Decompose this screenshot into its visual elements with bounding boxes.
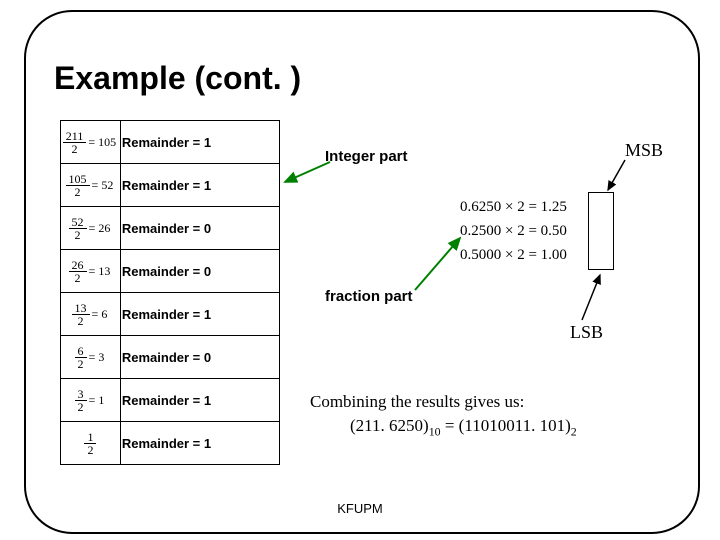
fraction-cell: 12 (61, 422, 121, 465)
remainder-cell: Remainder = 1 (120, 422, 279, 465)
fraction-cell: 32= 1 (61, 379, 121, 422)
combine-line2: (211. 6250)10 = (11010011. 101)2 (310, 414, 577, 440)
table-row: 62= 3Remainder = 0 (61, 336, 280, 379)
fraction-cell: 132= 6 (61, 293, 121, 336)
remainder-cell: Remainder = 0 (120, 250, 279, 293)
footer-text: KFUPM (0, 501, 720, 516)
remainder-cell: Remainder = 0 (120, 207, 279, 250)
fraction-cell: 1052= 52 (61, 164, 121, 207)
lsb-label: LSB (570, 322, 603, 343)
remainder-cell: Remainder = 1 (120, 121, 279, 164)
fraction-cell: 2112= 105 (61, 121, 121, 164)
msb-label: MSB (625, 140, 663, 161)
remainder-cell: Remainder = 1 (120, 293, 279, 336)
fraction-multiply-row: 0.5000 × 2 = 1.00 (460, 243, 567, 267)
table-row: 32= 1Remainder = 1 (61, 379, 280, 422)
table-row: 262= 13Remainder = 0 (61, 250, 280, 293)
table-row: 12Remainder = 1 (61, 422, 280, 465)
remainder-cell: Remainder = 0 (120, 336, 279, 379)
fraction-cell: 62= 3 (61, 336, 121, 379)
integer-division-table: 2112= 105Remainder = 11052= 52Remainder … (60, 120, 280, 465)
fraction-part-label: fraction part (325, 288, 413, 305)
fraction-multiply-block: 0.6250 × 2 = 1.250.2500 × 2 = 0.500.5000… (460, 195, 567, 267)
fraction-cell: 522= 26 (61, 207, 121, 250)
remainder-cell: Remainder = 1 (120, 164, 279, 207)
fraction-cell: 262= 13 (61, 250, 121, 293)
table-row: 2112= 105Remainder = 1 (61, 121, 280, 164)
slide-title: Example (cont. ) (54, 60, 301, 97)
combine-line1: Combining the results gives us: (310, 390, 577, 414)
table-row: 522= 26Remainder = 0 (61, 207, 280, 250)
fraction-result-box (588, 192, 614, 270)
table-row: 132= 6Remainder = 1 (61, 293, 280, 336)
combine-result: Combining the results gives us: (211. 62… (310, 390, 577, 440)
fraction-multiply-row: 0.2500 × 2 = 0.50 (460, 219, 567, 243)
fraction-multiply-row: 0.6250 × 2 = 1.25 (460, 195, 567, 219)
table-row: 1052= 52Remainder = 1 (61, 164, 280, 207)
integer-part-label: Integer part (325, 148, 408, 165)
remainder-cell: Remainder = 1 (120, 379, 279, 422)
